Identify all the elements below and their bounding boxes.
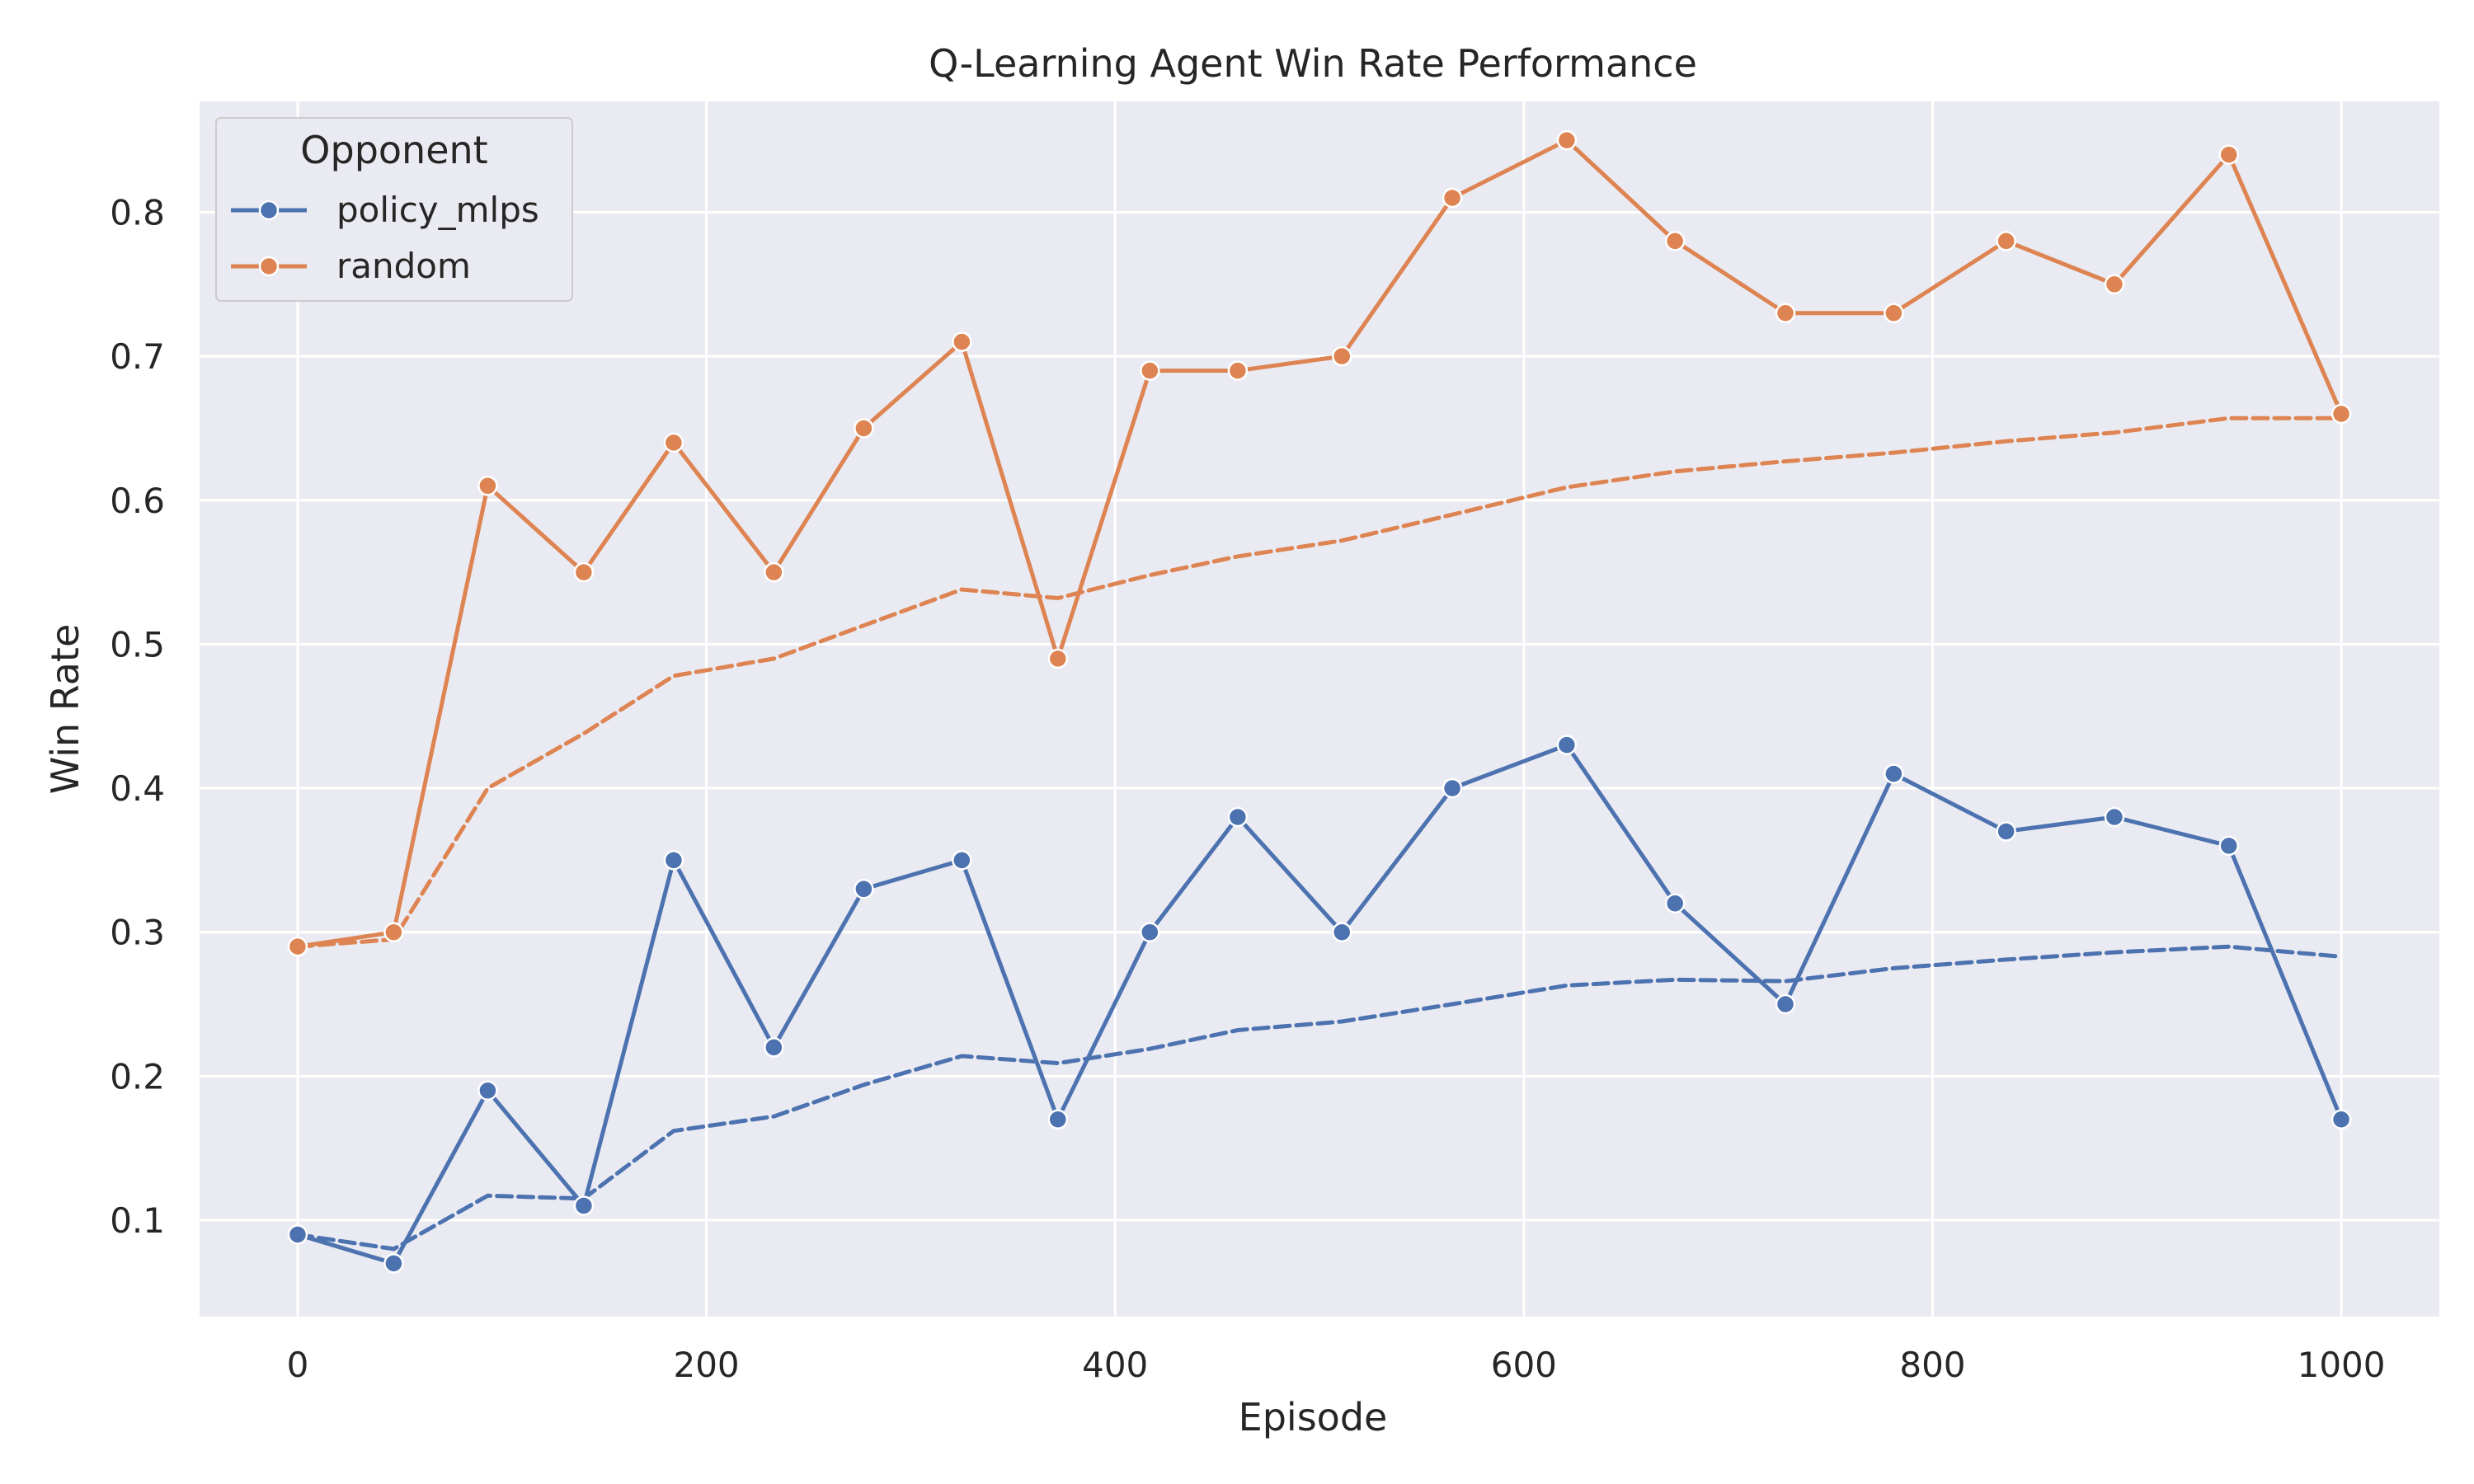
x-axis-label: Episode — [1239, 1395, 1388, 1439]
data-point-policy-mlps — [2331, 1109, 2352, 1129]
data-point-random — [1884, 303, 1904, 323]
grid-lines — [200, 101, 2439, 1317]
data-point-policy-mlps — [573, 1195, 595, 1216]
trend-line-random — [295, 416, 2344, 949]
x-tick-label: 600 — [1491, 1345, 1557, 1385]
data-point-policy-mlps — [2104, 806, 2125, 828]
data-point-random — [1140, 360, 1160, 381]
legend-title: Opponent — [300, 128, 487, 172]
data-point-random — [1442, 187, 1463, 209]
data-point-policy-mlps — [764, 1037, 784, 1058]
data-point-random — [854, 418, 874, 439]
data-point-random — [383, 922, 404, 942]
legend-label-random: random — [336, 246, 471, 286]
data-point-random — [1775, 303, 1796, 323]
data-point-policy-mlps — [2218, 835, 2240, 857]
data-point-policy-mlps — [952, 850, 972, 871]
plot-area — [200, 101, 2439, 1317]
trend-lines — [295, 416, 2344, 1252]
data-point-random — [287, 936, 308, 957]
data-point-policy-mlps — [663, 850, 684, 871]
y-tick-label: 0.5 — [110, 624, 165, 665]
data-point-policy-mlps — [1227, 806, 1249, 828]
legend-marker-policy-mlps — [258, 200, 280, 221]
y-tick-labels: 0.1 0.2 0.3 0.4 0.5 0.6 0.7 0.8 — [110, 192, 165, 1241]
data-point-random — [1332, 345, 1352, 367]
data-point-policy-mlps — [1884, 763, 1904, 784]
data-point-policy-mlps — [383, 1253, 404, 1274]
data-point-policy-mlps — [1556, 735, 1578, 755]
y-tick-label: 0.2 — [110, 1056, 165, 1097]
data-point-policy-mlps — [854, 879, 874, 899]
data-point-random — [2104, 274, 2125, 295]
legend-marker-random — [258, 256, 280, 277]
data-point-random — [1227, 360, 1249, 381]
data-point-random — [1556, 129, 1578, 151]
chart-title: Q-Learning Agent Win Rate Performance — [929, 41, 1697, 86]
y-tick-label: 0.8 — [110, 192, 165, 232]
data-point-policy-mlps — [477, 1080, 498, 1101]
data-point-random — [2218, 144, 2240, 165]
data-point-policy-mlps — [1047, 1109, 1069, 1129]
data-markers — [287, 129, 2352, 1274]
data-point-policy-mlps — [1140, 922, 1160, 942]
data-point-policy-mlps — [1332, 922, 1352, 942]
x-tick-label: 1000 — [2298, 1345, 2386, 1385]
y-tick-label: 0.6 — [110, 481, 165, 521]
x-tick-label: 800 — [1899, 1345, 1965, 1385]
x-tick-label: 0 — [287, 1345, 309, 1385]
data-point-policy-mlps — [1664, 893, 1686, 914]
y-tick-label: 0.4 — [110, 768, 165, 809]
y-tick-label: 0.7 — [110, 336, 165, 377]
data-point-random — [1047, 648, 1069, 669]
data-point-random — [1996, 231, 2016, 251]
x-tick-label: 200 — [673, 1345, 739, 1385]
x-tick-labels: 0 200 400 600 800 1000 — [287, 1345, 2386, 1385]
legend-label-policy-mlps: policy_mlps — [336, 190, 539, 230]
legend-box — [215, 117, 573, 302]
data-point-policy-mlps — [1442, 777, 1463, 799]
data-point-random — [952, 331, 972, 352]
data-point-random — [663, 432, 684, 453]
x-tick-label: 400 — [1082, 1345, 1148, 1385]
data-point-random — [2331, 403, 2352, 425]
data-point-random — [573, 561, 595, 583]
data-point-random — [764, 561, 784, 583]
y-tick-label: 0.1 — [110, 1200, 165, 1241]
trend-line-policy-mlps — [295, 944, 2344, 1252]
data-point-random — [1664, 231, 1686, 251]
y-tick-label: 0.3 — [110, 913, 165, 953]
data-point-random — [477, 476, 498, 496]
data-point-policy-mlps — [287, 1224, 308, 1245]
y-axis-label: Win Rate — [43, 624, 87, 795]
data-point-policy-mlps — [1775, 993, 1796, 1015]
data-point-policy-mlps — [1996, 821, 2016, 842]
